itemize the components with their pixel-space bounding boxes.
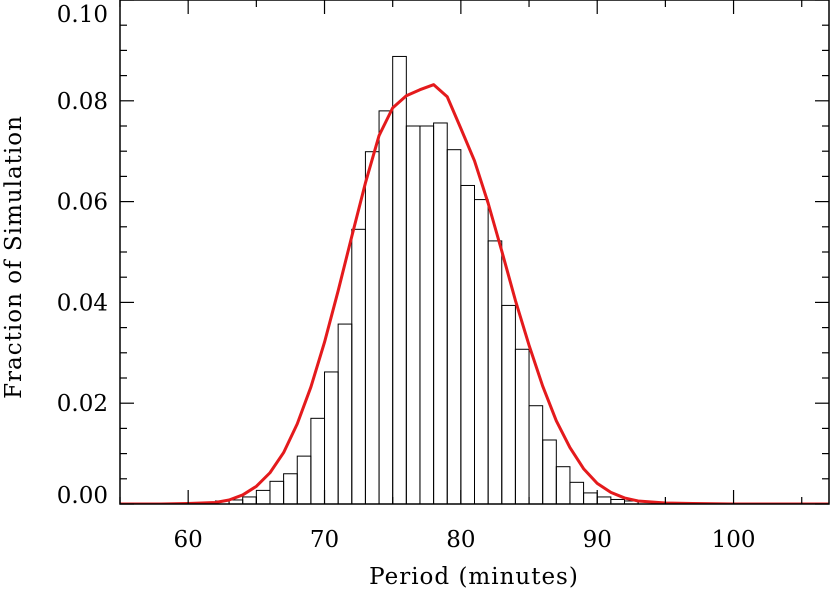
histogram-bin: [405, 125, 421, 504]
histogram-bin: [433, 122, 448, 504]
y-tick-label: 0.08: [57, 89, 108, 115]
x-tick-label: 70: [310, 527, 339, 553]
histogram-bin: [542, 439, 557, 504]
y-axis-title: Fraction of Simulation: [1, 115, 27, 399]
histogram-bin: [324, 371, 339, 504]
histogram-bin: [337, 323, 353, 504]
y-tick-labels: 0.00 0.02 0.04 0.06 0.08 0.10: [57, 2, 108, 509]
x-axis-title: Period (minutes): [369, 564, 579, 590]
histogram-series: [187, 55, 721, 504]
histogram-bin: [501, 304, 516, 504]
x-tick-label: 60: [174, 527, 203, 553]
y-tick-label: 0.00: [57, 483, 108, 509]
histogram-bin: [460, 184, 476, 504]
histogram-bin: [474, 199, 489, 504]
histogram-bin: [296, 455, 312, 504]
histogram-bin: [583, 492, 598, 504]
histogram-bin: [255, 489, 271, 504]
histogram-bin: [446, 149, 462, 504]
histogram-bin: [487, 240, 503, 504]
histogram-bin: [310, 417, 326, 504]
histogram-bin: [569, 481, 585, 504]
histogram-bin: [419, 125, 435, 504]
x-tick-label: 80: [446, 527, 475, 553]
histogram-bin: [351, 228, 366, 504]
histogram-bin: [242, 496, 257, 504]
histogram-bin: [528, 405, 544, 504]
histogram-bin: [364, 151, 380, 504]
histogram-bin: [392, 55, 407, 504]
x-tick-labels: 60 70 80 90 100: [174, 527, 756, 553]
histogram-bin: [555, 466, 571, 504]
x-tick-label: 90: [583, 527, 612, 553]
histogram-bin: [596, 496, 612, 504]
histogram-bin: [283, 473, 298, 504]
histogram-bin: [378, 110, 394, 504]
fit-curve-series: [120, 83, 829, 504]
y-tick-label: 0.10: [57, 2, 108, 28]
histogram-bin: [269, 480, 285, 504]
y-tick-label: 0.06: [57, 190, 108, 216]
x-tick-label: 100: [712, 527, 756, 553]
fit-curve-line: [120, 83, 829, 504]
y-tick-label: 0.02: [57, 391, 108, 417]
histogram-bin: [514, 348, 530, 504]
y-tick-label: 0.04: [57, 290, 108, 316]
axis-ticks: [119, 0, 829, 505]
